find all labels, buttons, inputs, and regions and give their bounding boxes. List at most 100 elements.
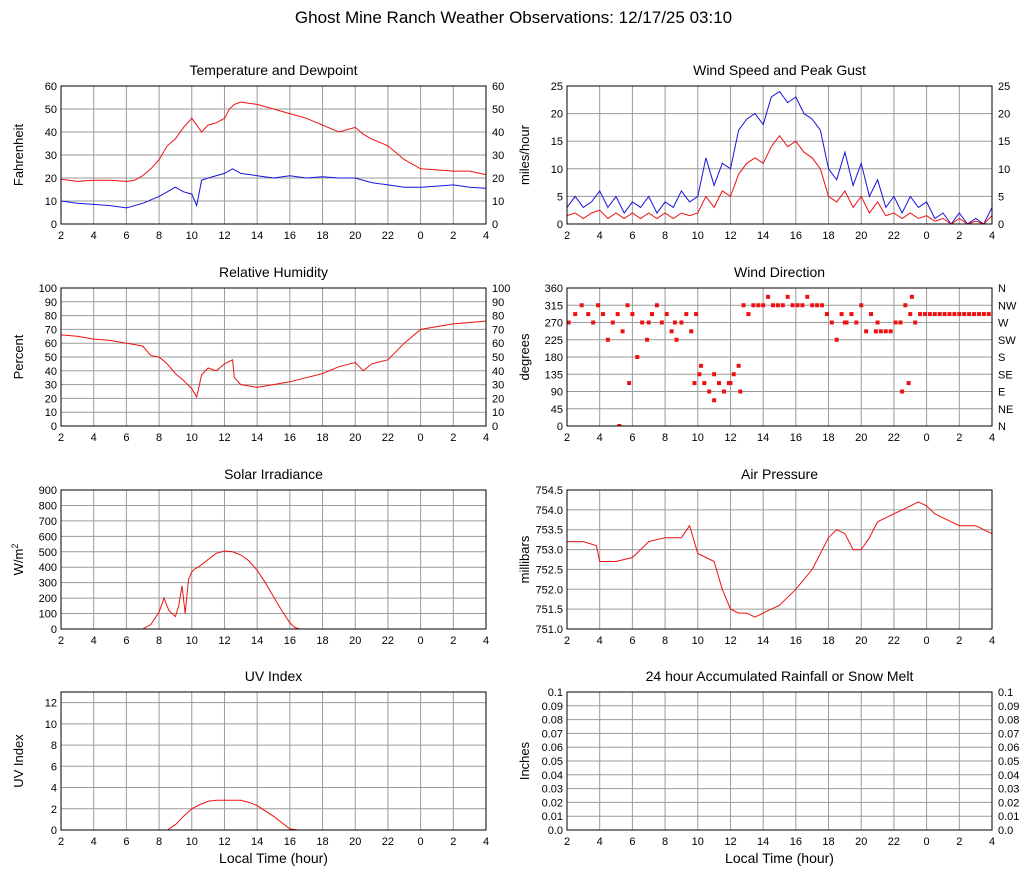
x-tick-label: 22 [382,230,394,242]
right-y-tick-label: 30 [492,380,504,392]
x-tick-label: 22 [888,635,900,647]
direction-point [770,303,775,308]
direction-point [692,381,697,386]
y-axis-label-main: W/m [11,549,26,576]
y-axis-label-sup: 2 [10,544,20,549]
y-tick-label: 0 [557,421,563,433]
x-tick-label: 12 [218,432,230,444]
y-tick-label: 10 [45,196,57,208]
x-tick-label: 4 [91,432,97,444]
y-tick-label: 751.5 [535,604,563,616]
direction-point [766,294,771,299]
x-tick-label: 6 [123,230,129,242]
x-tick-label: 20 [855,635,867,647]
direction-point [981,312,986,317]
y-tick-label: 0.08 [542,715,563,727]
x-tick-label: 14 [251,432,263,444]
x-tick-label: 2 [450,635,456,647]
x-tick-label: 4 [989,836,995,848]
x-tick-label: 0 [924,836,930,848]
y-tick-label: 400 [39,562,57,574]
x-tick-label: 8 [156,836,162,848]
x-tick-label: 4 [91,230,97,242]
direction-point [937,312,942,317]
right-y-tick-label: 0 [492,421,498,433]
y-tick-label: 300 [39,578,57,590]
right-y-tick-label: SE [998,369,1013,381]
x-tick-label: 12 [724,432,736,444]
right-y-tick-label: 0.05 [998,756,1019,768]
right-y-tick-label: 40 [492,127,504,139]
y-tick-label: 0 [51,421,57,433]
right-y-tick-label: 40 [492,366,504,378]
y-tick-label: 4 [51,783,57,795]
direction-point [712,398,717,403]
series-line-red [61,320,486,399]
y-axis-label: UV Index [11,734,26,788]
x-tick-label: 0 [418,836,424,848]
direction-point [903,303,908,308]
direction-point [900,389,905,394]
x-tick-label: 8 [662,635,668,647]
y-axis-label: millibars [517,535,532,583]
direction-point [596,303,601,308]
right-y-tick-label: NW [998,300,1017,312]
y-tick-label: 10 [45,719,57,731]
direction-point [627,381,632,386]
right-y-tick-label: N [998,283,1006,295]
series-line-red [567,501,992,618]
direction-point [834,337,839,342]
direction-point [1006,312,1010,316]
x-tick-label: 6 [123,635,129,647]
x-tick-label: 8 [156,432,162,444]
chart-title: Air Pressure [741,466,818,482]
x-tick-label: 16 [284,432,296,444]
x-tick-label: 14 [251,635,263,647]
data-layer [61,799,486,830]
y-tick-label: 180 [545,352,563,364]
chart-rain: 24 hour Accumulated Rainfall or Snow Mel… [517,668,1019,866]
right-y-tick-label: 0.07 [998,728,1019,740]
x-tick-label: 20 [855,230,867,242]
direction-point [605,337,610,342]
right-y-tick-label: 0 [492,219,498,231]
x-tick-label: 0 [924,635,930,647]
series-line-red [61,799,486,830]
y-tick-label: 40 [45,127,57,139]
direction-point [738,389,743,394]
y-axis-label: W/m2 [10,544,26,576]
direction-point [972,312,977,317]
x-tick-label: 20 [349,635,361,647]
direction-point [646,320,651,325]
direction-point [780,303,785,308]
y-tick-label: 754.0 [535,505,563,517]
y-tick-label: 12 [45,698,57,710]
direction-point [842,320,847,325]
x-tick-label: 4 [989,230,995,242]
x-tick-label: 6 [629,836,635,848]
y-tick-label: 2 [51,804,57,816]
direction-point [967,312,972,317]
x-tick-label: 22 [888,836,900,848]
right-y-tick-label: 70 [492,324,504,336]
direction-point [600,312,605,317]
x-tick-label: 20 [349,230,361,242]
x-tick-label: 20 [855,432,867,444]
direction-point [679,320,684,325]
right-y-tick-label: 10 [492,196,504,208]
direction-point [684,312,689,317]
y-tick-label: 70 [45,324,57,336]
direction-point [976,312,981,317]
direction-point [947,312,952,317]
x-tick-label: 10 [186,230,198,242]
direction-point [922,312,927,317]
x-axis-label: Local Time (hour) [219,850,328,866]
direction-point [736,363,741,368]
direction-point [942,312,947,317]
y-tick-label: 60 [45,81,57,93]
x-tick-label: 14 [251,836,263,848]
x-tick-label: 16 [284,635,296,647]
direction-point [962,312,967,317]
y-tick-label: 753.5 [535,525,563,537]
y-tick-label: 40 [45,366,57,378]
